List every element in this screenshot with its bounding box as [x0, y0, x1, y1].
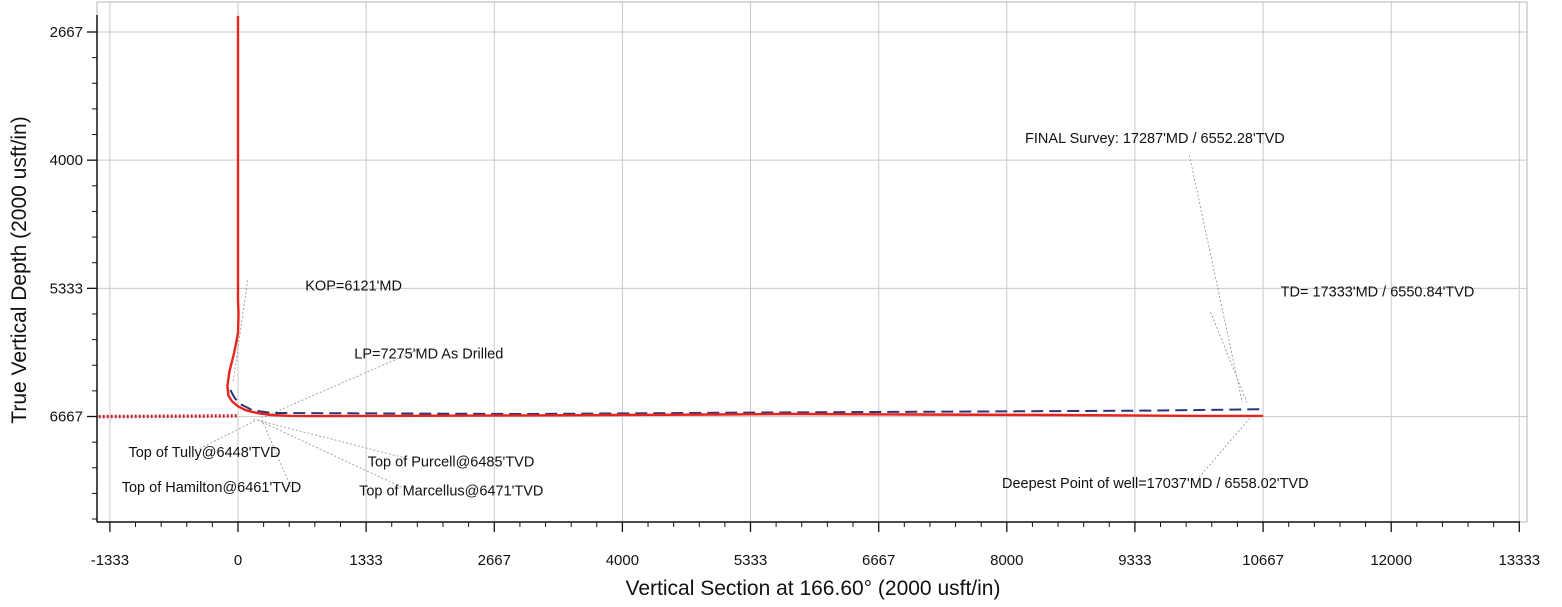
- y-tick-label: 4000: [50, 152, 83, 169]
- tick-group: -1333 0 1333 2667 4000 5333 6667 8000 9333 10667 1…: [50, 24, 1541, 569]
- y-tick-label: 6667: [50, 409, 83, 426]
- annotation-label: LP=7275'MD As Drilled: [354, 347, 503, 363]
- annotation-label: Top of Purcell@6485'TVD: [368, 454, 535, 470]
- leader-line: [257, 419, 402, 488]
- x-axis-title: Vertical Section at 166.60° (2000 usft/i…: [626, 577, 1001, 600]
- annotation-group: KOP=6121'MD LP=7275'MD As Drilled Top of T…: [122, 131, 1475, 500]
- annotation-label: TD= 17333'MD / 6550.84'TVD: [1281, 285, 1475, 301]
- series-group: [98, 15, 1264, 419]
- x-tick-label: 12000: [1370, 552, 1412, 569]
- annotation-label: Top of Marcellus@6471'TVD: [359, 484, 543, 500]
- annotation-label: FINAL Survey: 17287'MD / 6552.28'TVD: [1025, 131, 1285, 147]
- leader-line: [261, 348, 421, 419]
- annotation-label: KOP=6121'MD: [305, 278, 402, 294]
- leader-lines: [199, 155, 1253, 488]
- leader-line: [261, 419, 292, 488]
- x-tick-label: 6667: [862, 552, 895, 569]
- x-tick-label: 0: [234, 552, 242, 569]
- x-tick-label: 5333: [734, 552, 767, 569]
- y-tick-label: 5333: [50, 280, 83, 297]
- x-tick-label: 13333: [1498, 552, 1540, 569]
- x-tick-label: 8000: [990, 552, 1023, 569]
- annotation-label: Top of Hamilton@6461'TVD: [122, 480, 302, 496]
- series-dashed-line: [229, 389, 1264, 415]
- grid-lines: [97, 2, 1527, 522]
- axes: [96, 15, 1520, 523]
- annotation-label: Deepest Point of well=17037'MD / 6558.02…: [1002, 476, 1309, 492]
- leader-line: [1210, 311, 1248, 403]
- annotation-label: Top of Tully@6448'TVD: [128, 445, 280, 461]
- plot-frame: [96, 1, 1528, 523]
- y-axis-title: True Vertical Depth (2000 usft/in): [8, 116, 31, 423]
- leader-line: [232, 280, 249, 382]
- x-tick-label: 9333: [1118, 552, 1151, 569]
- series-solid-line: [226, 15, 1264, 418]
- x-tick-label: -1333: [91, 552, 129, 569]
- leader-line: [252, 418, 407, 459]
- leader-line: [1198, 415, 1253, 478]
- leader-line: [1188, 155, 1243, 403]
- x-tick-label: 10667: [1242, 552, 1284, 569]
- x-tick-label: 1333: [349, 552, 382, 569]
- x-tick-label: 4000: [606, 552, 639, 569]
- series-dotted-line: [98, 414, 239, 419]
- leader-line: [199, 419, 258, 450]
- y-tick-label: 2667: [50, 24, 83, 41]
- x-tick-label: 2667: [478, 552, 511, 569]
